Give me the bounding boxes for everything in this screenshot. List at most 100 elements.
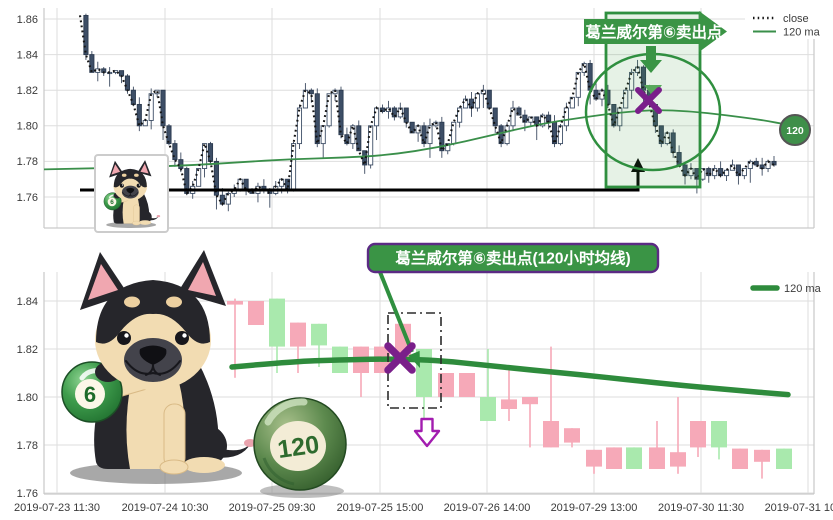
top-inset — [94, 154, 169, 233]
candle — [606, 447, 622, 469]
candle — [438, 373, 454, 397]
candle — [136, 103, 142, 127]
candle — [690, 421, 706, 448]
candle — [480, 397, 496, 421]
y-tick-label: 1.76 — [17, 488, 38, 500]
top-legend[interactable]: close 120 ma — [745, 7, 833, 39]
candle — [640, 66, 647, 91]
x-tick-label: 2019-07-26 14:00 — [444, 502, 531, 514]
candle — [314, 93, 320, 145]
candle — [344, 134, 350, 145]
y-tick-label: 1.86 — [17, 14, 38, 26]
candle — [501, 399, 517, 409]
candle — [403, 107, 409, 123]
legend-ma-label[interactable]: 120 ma — [783, 26, 821, 38]
x-tick-label: 2019-07-23 11:30 — [14, 502, 100, 514]
y-tick-label: 1.78 — [17, 440, 38, 452]
candle — [227, 301, 243, 305]
candle — [427, 125, 433, 145]
ma-badge-label: 120 — [786, 125, 804, 137]
ma-120-line — [43, 109, 794, 171]
candle — [741, 168, 747, 177]
candle — [178, 159, 184, 169]
y-tick-label: 1.80 — [17, 392, 38, 404]
candle — [124, 75, 131, 91]
candle — [445, 143, 451, 152]
top-chart-series — [43, 13, 794, 212]
candle — [83, 14, 89, 56]
connector-line — [80, 171, 640, 192]
candle — [439, 121, 445, 152]
candle — [148, 93, 154, 121]
candle — [474, 93, 480, 109]
candle — [269, 298, 285, 347]
candle — [586, 449, 602, 467]
annotation-pointer-line — [378, 271, 414, 353]
candle — [486, 89, 492, 109]
candle — [311, 323, 327, 346]
legend-thick-ma-label[interactable]: 120 ma — [784, 283, 822, 295]
y-tick-label: 1.76 — [17, 192, 38, 204]
candle — [196, 168, 202, 187]
candle — [670, 452, 686, 467]
candle — [368, 125, 374, 166]
candle — [207, 143, 214, 162]
x-tick-label: 2019-07-24 10:30 — [122, 502, 209, 514]
candle — [89, 54, 95, 73]
candle — [540, 114, 546, 127]
candle — [706, 168, 712, 177]
annotation-arrowhead-icon — [408, 350, 420, 368]
y-tick-label: 1.78 — [17, 156, 38, 168]
ball-120-sticker: 120 — [253, 397, 347, 498]
sell-point-banner — [584, 11, 727, 52]
ma-badge — [779, 114, 811, 146]
x-tick-label: 2019-07-25 15:00 — [337, 502, 424, 514]
candle — [326, 93, 332, 127]
candle — [626, 447, 642, 469]
candle — [492, 107, 498, 127]
bottom-annotations: 葛兰威尔第⑥卖出点(120小时均线) — [366, 242, 660, 448]
bottom-banner-label: 葛兰威尔第⑥卖出点(120小时均线) — [395, 249, 630, 268]
candle — [557, 125, 564, 145]
candle — [379, 107, 386, 113]
candle — [543, 421, 559, 448]
candle — [747, 160, 753, 169]
y-tick-label: 1.82 — [17, 344, 38, 356]
candle — [575, 71, 581, 98]
candle — [296, 107, 303, 145]
bottom-banner — [366, 242, 660, 274]
candle — [237, 178, 243, 191]
candle — [338, 89, 344, 136]
candle — [563, 107, 569, 127]
candle — [732, 448, 748, 469]
candle — [290, 322, 306, 347]
candle — [160, 89, 166, 127]
hollow-down-arrow-icon — [413, 417, 441, 448]
sell-point-banner-label: 葛兰威尔第⑥卖出点 — [585, 23, 723, 42]
candle — [522, 114, 528, 123]
bottom-legend[interactable]: 120 ma — [750, 283, 822, 295]
candle — [754, 449, 770, 462]
candle — [248, 301, 264, 325]
candle — [629, 71, 635, 91]
candle — [130, 89, 136, 105]
x-tick-label: 2019-07-30 11:30 — [658, 502, 744, 514]
candle — [564, 428, 580, 443]
candle — [374, 107, 380, 127]
x-tick-label: 2019-07-31 10:30 — [765, 502, 833, 514]
x-tick-label: 2019-07-25 09:30 — [229, 502, 316, 514]
candle — [516, 107, 522, 116]
candle — [753, 160, 759, 166]
candle — [459, 373, 475, 397]
candle — [302, 89, 308, 109]
y-tick-label: 1.84 — [17, 49, 38, 61]
candle — [480, 89, 486, 95]
candle — [463, 98, 469, 109]
candle — [391, 107, 397, 118]
candle — [350, 125, 356, 145]
candle — [320, 125, 326, 145]
legend-close-label[interactable]: close — [783, 13, 809, 25]
candle — [356, 125, 362, 152]
candle — [649, 447, 665, 469]
